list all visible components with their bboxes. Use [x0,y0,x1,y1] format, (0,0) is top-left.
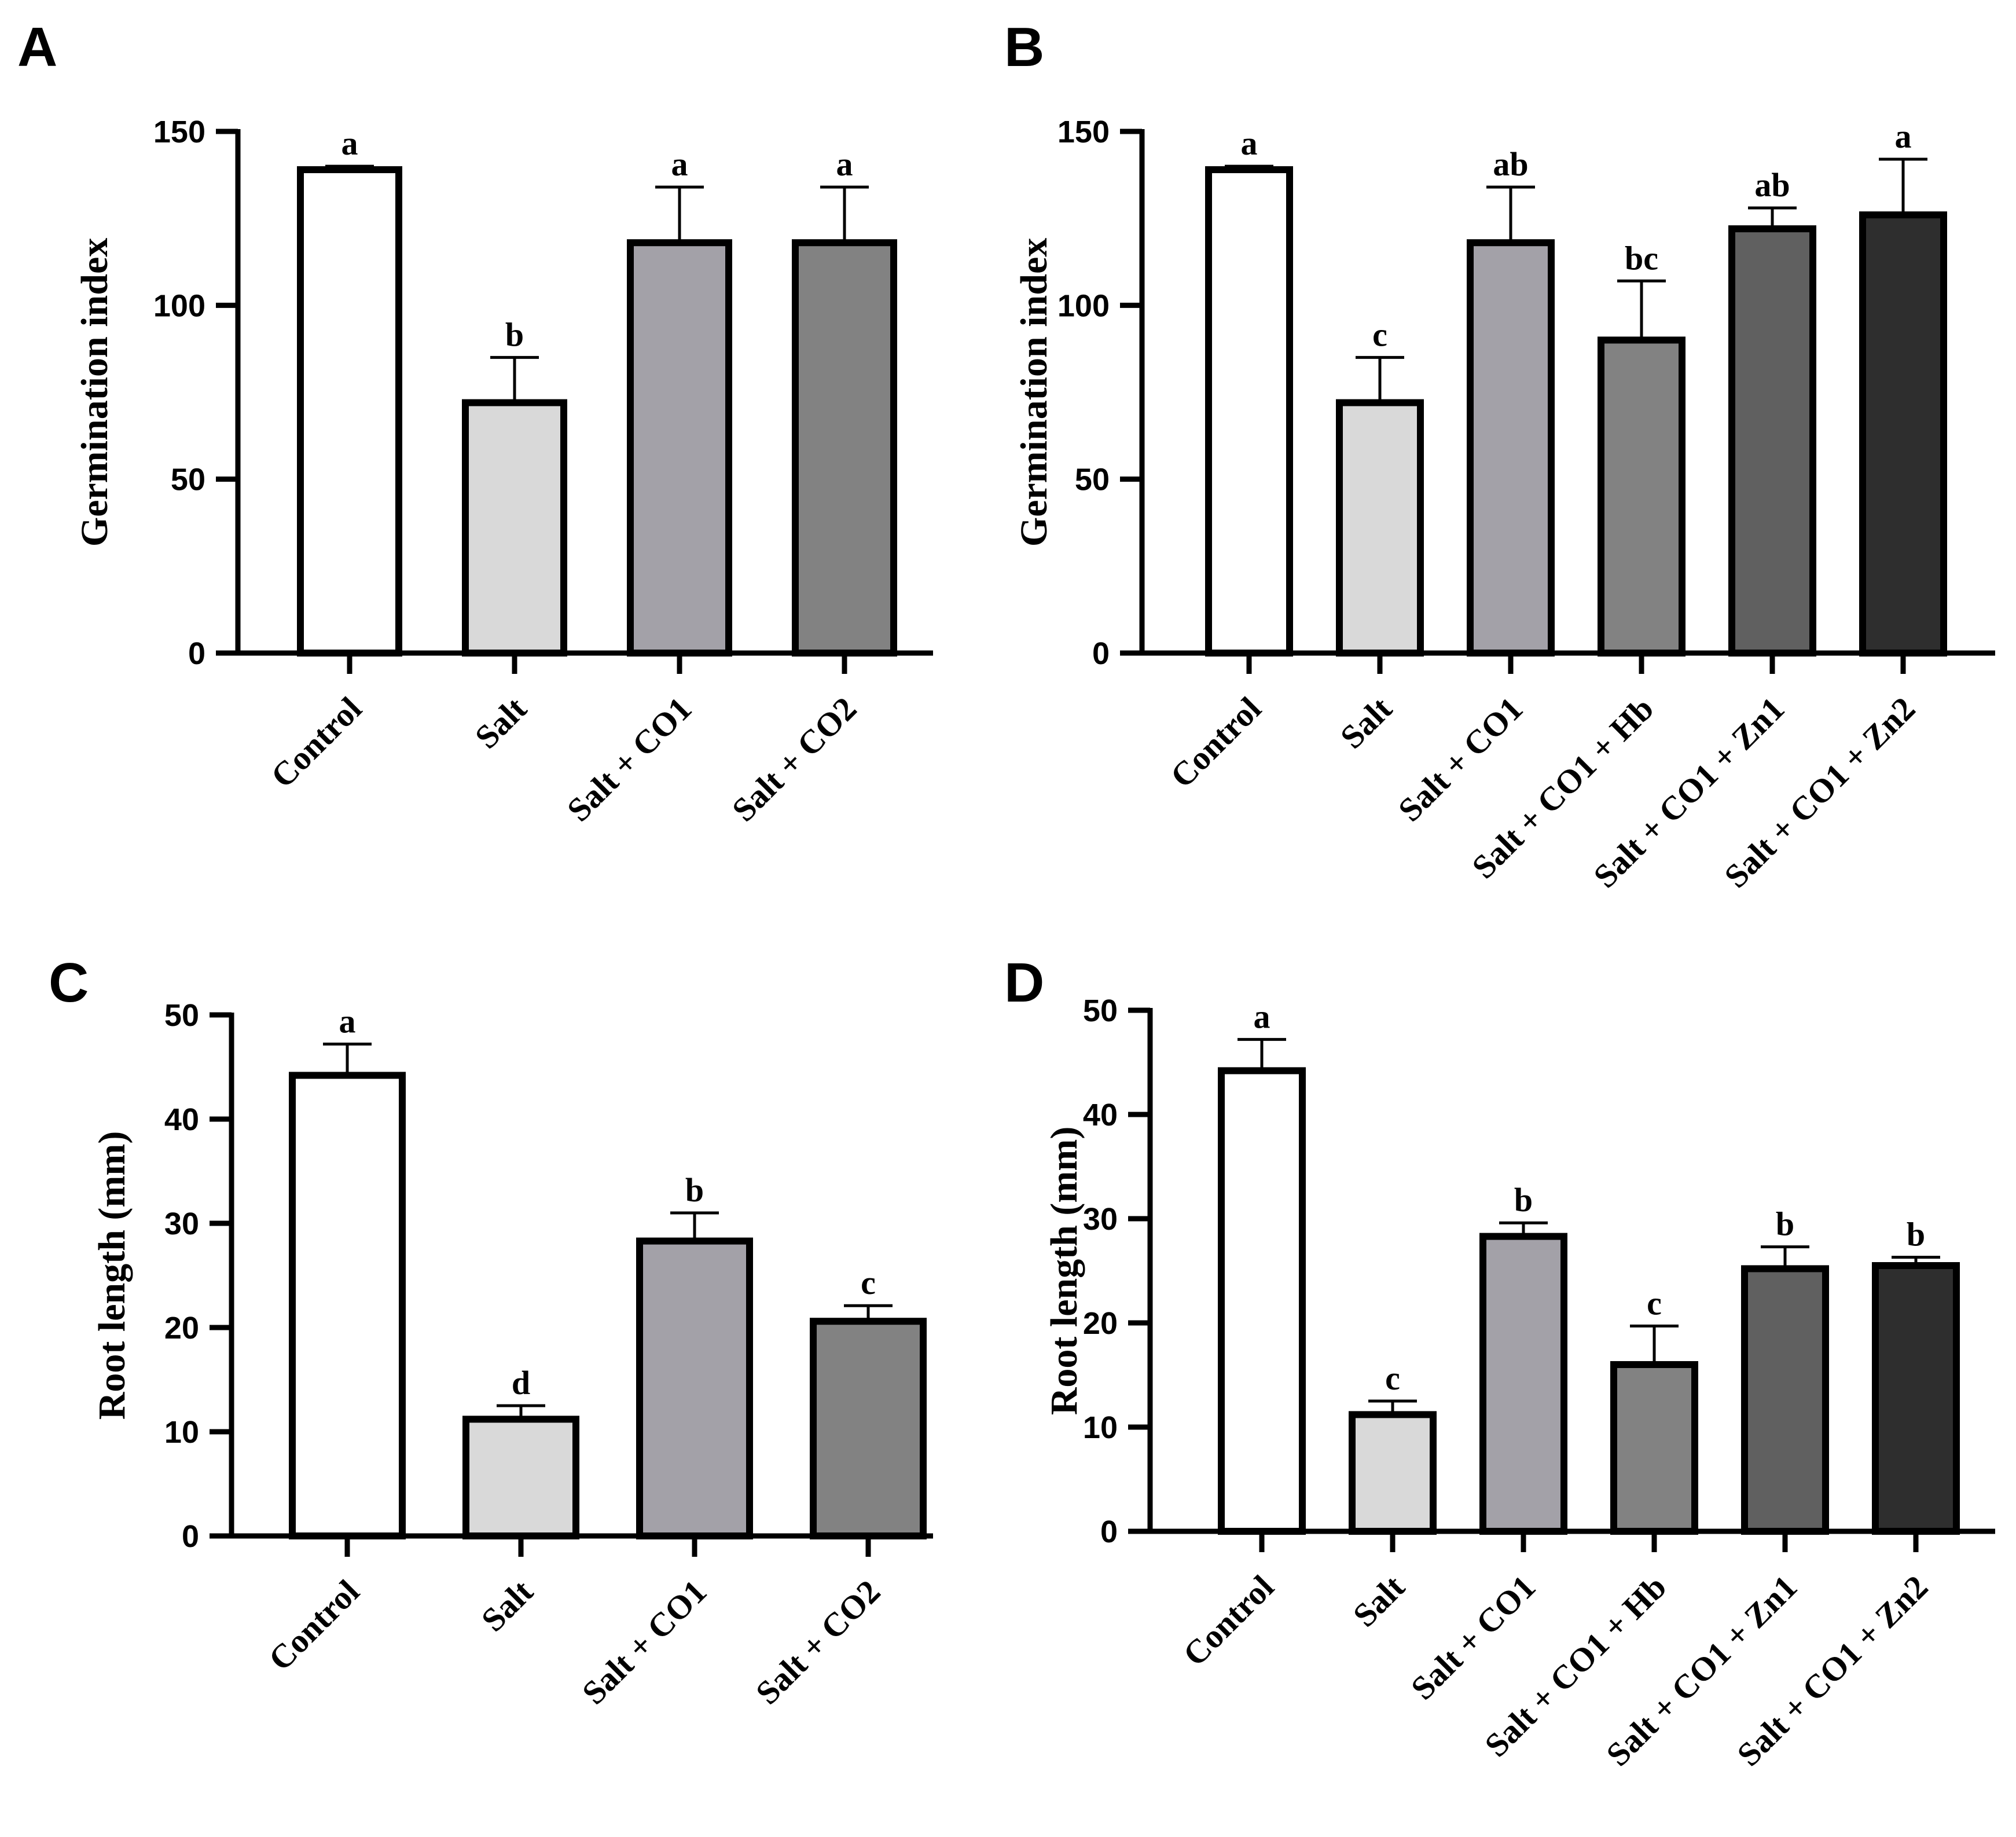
panel-b-x-tick-label-control: Control [1163,690,1268,795]
panel-d-significance-letter-salt: c [1385,1359,1400,1397]
panel-c-bar-salt-co2 [810,1318,927,1539]
panel-c-significance-letter-salt-co1: b [685,1171,704,1209]
panel-d-bar-salt-co1-hb [1610,1361,1698,1535]
chart-germination-index-b: 0 50 100 150 Germination index a Control c Salt a… [1013,115,1995,895]
panel-c-x-tick-label-salt-co1: Salt + CO1 [575,1572,714,1711]
panel-b-bar-salt-co1-zn2 [1859,211,1947,657]
chart-germination-index-a: 0 50 100 150 Germination index a Control b Salt a… [74,115,933,828]
panel-c-significance-letter-salt: d [512,1364,530,1402]
panel-a-bar-salt [462,399,567,657]
panel-c-significance-letter-control: a [339,1002,356,1040]
panel-c-x-tick-label-control: Control [261,1572,366,1678]
panel-b-bar-salt-co1-hb [1598,336,1685,657]
panel-b-x-tick-label-salt: Salt [1333,690,1400,756]
panel-c-bar-salt [462,1416,579,1540]
panel-a-x-tick-label-salt: Salt [468,690,534,756]
panel-a-bar-salt-co1 [627,239,732,657]
panel-d-bar-salt-co1 [1479,1233,1567,1535]
panel-d-x-tick-label-salt-co1: Salt + CO1 [1404,1568,1543,1707]
panel-a-y-tick-label-0: 0 [188,636,205,671]
panel-a-y-tick-label-150: 150 [153,115,205,149]
panel-c-x-tick-label-salt-co2: Salt + CO2 [748,1572,887,1711]
panel-label-d: D [1004,952,1045,1014]
panel-d-significance-letter-control: a [1254,998,1270,1035]
panel-c-significance-letter-salt-co2: c [861,1264,876,1301]
panel-b-significance-letter-salt-co1-zn2: a [1895,118,1912,155]
panel-label-a: A [17,16,58,78]
panel-d-x-tick-label-control: Control [1176,1568,1281,1673]
panel-d-bar-salt-co1-zn2 [1872,1262,1960,1535]
panel-d-bar-control [1218,1067,1306,1535]
panel-b-significance-letter-salt-co1-hb: bc [1625,239,1658,277]
panel-label-c: C [49,952,89,1014]
panel-a-y-tick-label-50: 50 [171,463,205,497]
panel-c-y-axis-label: Root length (mm) [91,1131,133,1420]
panel-a-bar-control [297,166,402,657]
panel-c-bar-control [289,1072,406,1539]
panel-c-y-tick-label-0: 0 [182,1519,199,1554]
panel-b-bar-salt [1336,399,1424,657]
panel-b-bar-salt-co1 [1467,239,1555,657]
panel-d-y-tick-label-50: 50 [1083,993,1118,1028]
panel-d-bar-salt [1349,1411,1437,1535]
panel-b-significance-letter-salt-co1-zn1: ab [1754,166,1790,204]
panel-d-significance-letter-salt-co1-hb: c [1647,1284,1662,1322]
panel-d-significance-letter-salt-co1: b [1514,1181,1533,1219]
panel-c-x-tick-label-salt: Salt [474,1572,541,1639]
panel-a-significance-letter-salt-co2: a [836,145,853,183]
panel-c-y-tick-label-10: 10 [164,1415,199,1450]
chart-root-length-d: 0 10 20 30 40 50 Root length (mm) a Control c Salt… [1043,993,1995,1773]
panel-a-x-tick-label-salt-co2: Salt + CO2 [725,690,864,828]
panel-b-y-tick-label-100: 100 [1057,288,1110,323]
panel-b-significance-letter-salt-co1: ab [1493,145,1528,183]
panel-d-significance-letter-salt-co1-zn2: b [1907,1216,1925,1253]
panel-b-y-tick-label-150: 150 [1057,115,1110,149]
panel-a-significance-letter-salt: b [505,316,524,353]
panel-d-y-tick-label-40: 40 [1083,1098,1118,1132]
chart-root-length-c: 0 10 20 30 40 50 Root length (mm) a Control d Salt… [91,998,933,1711]
panel-a-significance-letter-salt-co1: a [671,145,688,183]
panel-b-x-tick-label-salt-co1: Salt + CO1 [1391,690,1530,828]
panel-b-significance-letter-control: a [1241,124,1258,162]
panel-c-y-tick-label-40: 40 [164,1102,199,1137]
panel-a-x-tick-label-salt-co1: Salt + CO1 [560,690,699,828]
panel-label-b: B [1004,16,1045,78]
panel-d-x-tick-label-salt: Salt [1346,1568,1412,1634]
panel-c-y-tick-label-20: 20 [164,1311,199,1345]
panel-c-bar-salt-co1 [636,1237,753,1539]
panel-d-y-tick-label-10: 10 [1083,1410,1118,1445]
panel-b-y-tick-label-50: 50 [1075,463,1110,497]
panel-d-y-tick-label-0: 0 [1100,1515,1118,1549]
panel-d-y-tick-label-30: 30 [1083,1202,1118,1237]
panel-d-bar-salt-co1-zn1 [1741,1265,1829,1535]
panel-a-bar-salt-co2 [792,239,897,657]
panel-b-significance-letter-salt: c [1372,316,1387,353]
panel-c-y-tick-label-50: 50 [164,998,199,1033]
panel-c-y-tick-label-30: 30 [164,1207,199,1241]
panel-b-bar-salt-co1-zn1 [1728,225,1816,657]
panel-b-y-axis-label: Germination index [1013,238,1055,547]
panel-a-y-axis-label: Germination index [74,238,116,547]
panel-a-x-tick-label-control: Control [263,690,369,795]
panel-b-y-tick-label-0: 0 [1092,636,1110,671]
panel-a-significance-letter-control: a [341,124,358,162]
panel-b-bar-control [1205,166,1293,657]
panel-d-y-axis-label: Root length (mm) [1043,1127,1085,1416]
panel-d-y-tick-label-20: 20 [1083,1306,1118,1341]
panel-a-y-tick-label-100: 100 [153,288,205,323]
panel-d-significance-letter-salt-co1-zn1: b [1776,1205,1794,1243]
